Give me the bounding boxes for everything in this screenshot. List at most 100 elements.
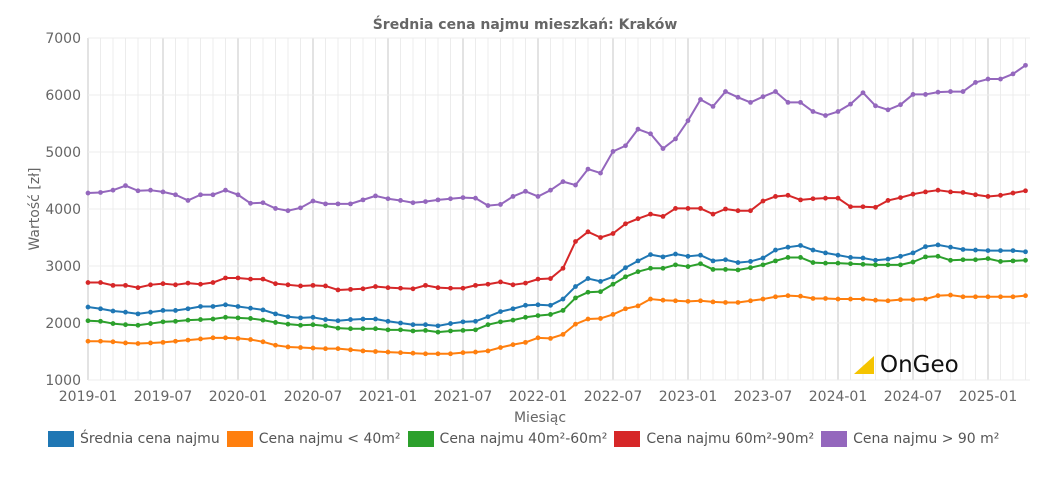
data-point: [285, 208, 291, 214]
data-point: [260, 276, 266, 282]
data-point: [273, 206, 278, 211]
logo-icon: [854, 356, 874, 374]
data-point: [998, 248, 1003, 254]
data-point: [573, 321, 578, 327]
grid: [87, 37, 1030, 381]
legend-item[interactable]: Cena najmu > 90 m²: [821, 431, 999, 447]
data-point: [523, 280, 528, 286]
data-point: [648, 131, 653, 137]
legend-item[interactable]: Średnia cena najmu: [48, 431, 220, 447]
data-point: [923, 92, 928, 97]
data-point: [998, 259, 1003, 264]
data-point: [210, 304, 216, 309]
data-point: [123, 309, 128, 315]
data-point: [323, 346, 328, 352]
data-point: [748, 265, 753, 271]
data-point: [398, 327, 403, 333]
legend-swatch: [821, 431, 848, 447]
data-point: [760, 262, 766, 268]
data-point: [948, 89, 953, 94]
data-point: [310, 345, 316, 351]
series-line: [88, 294, 1026, 355]
legend-item[interactable]: Cena najmu 40m²-60m²: [407, 431, 607, 447]
legend-item[interactable]: Cena najmu < 40m²: [226, 431, 401, 447]
logo-text: OnGeo: [880, 352, 959, 378]
data-point: [398, 198, 403, 203]
data-point: [248, 316, 253, 321]
data-point: [748, 208, 753, 214]
data-point: [223, 275, 228, 281]
data-point: [1010, 248, 1016, 254]
data-point: [810, 196, 816, 202]
data-point: [410, 286, 416, 292]
data-point: [310, 282, 316, 288]
data-point: [923, 244, 928, 250]
x-tick-label: 2020-01: [209, 389, 268, 405]
data-point: [673, 298, 678, 304]
data-point: [723, 89, 728, 94]
data-point: [760, 296, 766, 302]
data-point: [423, 328, 428, 333]
data-point: [385, 327, 391, 333]
data-point: [110, 282, 116, 288]
data-point: [698, 252, 703, 258]
data-point: [435, 329, 441, 335]
data-point: [885, 262, 891, 268]
data-point: [348, 201, 353, 207]
data-point: [423, 322, 428, 328]
data-point: [810, 109, 816, 114]
data-point: [585, 229, 591, 235]
x-tick-label: 2020-07: [284, 389, 343, 405]
y-axis: 1000 2000 3000 4000 5000 6000 7000: [45, 31, 81, 389]
data-point: [298, 283, 303, 289]
data-point: [860, 261, 866, 267]
data-point: [773, 194, 778, 199]
data-point: [423, 351, 428, 357]
data-point: [373, 349, 378, 354]
data-point: [360, 326, 366, 332]
data-point: [960, 294, 966, 300]
data-point: [398, 350, 403, 356]
data-point: [798, 100, 803, 105]
data-point: [273, 320, 278, 325]
data-point: [923, 254, 928, 260]
data-point: [198, 304, 203, 309]
data-point: [785, 255, 791, 260]
data-point: [635, 269, 641, 275]
data-point: [498, 309, 503, 314]
data-point: [135, 322, 141, 328]
data-point: [285, 282, 291, 288]
data-point: [223, 314, 228, 320]
data-point: [623, 274, 628, 280]
data-point: [598, 289, 603, 295]
data-point: [710, 258, 716, 264]
data-point: [985, 294, 991, 300]
data-point: [510, 342, 516, 348]
legend-label: Średnia cena najmu: [80, 431, 220, 447]
series-1: [85, 292, 1028, 357]
data-point: [898, 195, 903, 201]
data-point: [910, 92, 916, 97]
legend-item[interactable]: Cena najmu 60m²-90m²: [614, 431, 814, 447]
data-point: [860, 204, 866, 210]
data-point: [210, 192, 216, 198]
legend-swatch: [226, 431, 253, 447]
data-point: [910, 250, 916, 256]
data-point: [260, 200, 266, 206]
data-point: [235, 335, 241, 341]
x-tick-label: 2019-07: [134, 389, 193, 405]
data-point: [685, 264, 691, 269]
data-point: [598, 235, 603, 240]
data-point: [848, 296, 853, 302]
data-point: [710, 267, 716, 272]
data-point: [898, 102, 903, 108]
data-point: [573, 239, 578, 244]
data-point: [935, 253, 941, 259]
y-tick-label: 3000: [45, 259, 81, 275]
data-point: [535, 302, 541, 308]
data-point: [723, 257, 728, 263]
data-point: [460, 195, 466, 201]
data-point: [110, 308, 116, 314]
